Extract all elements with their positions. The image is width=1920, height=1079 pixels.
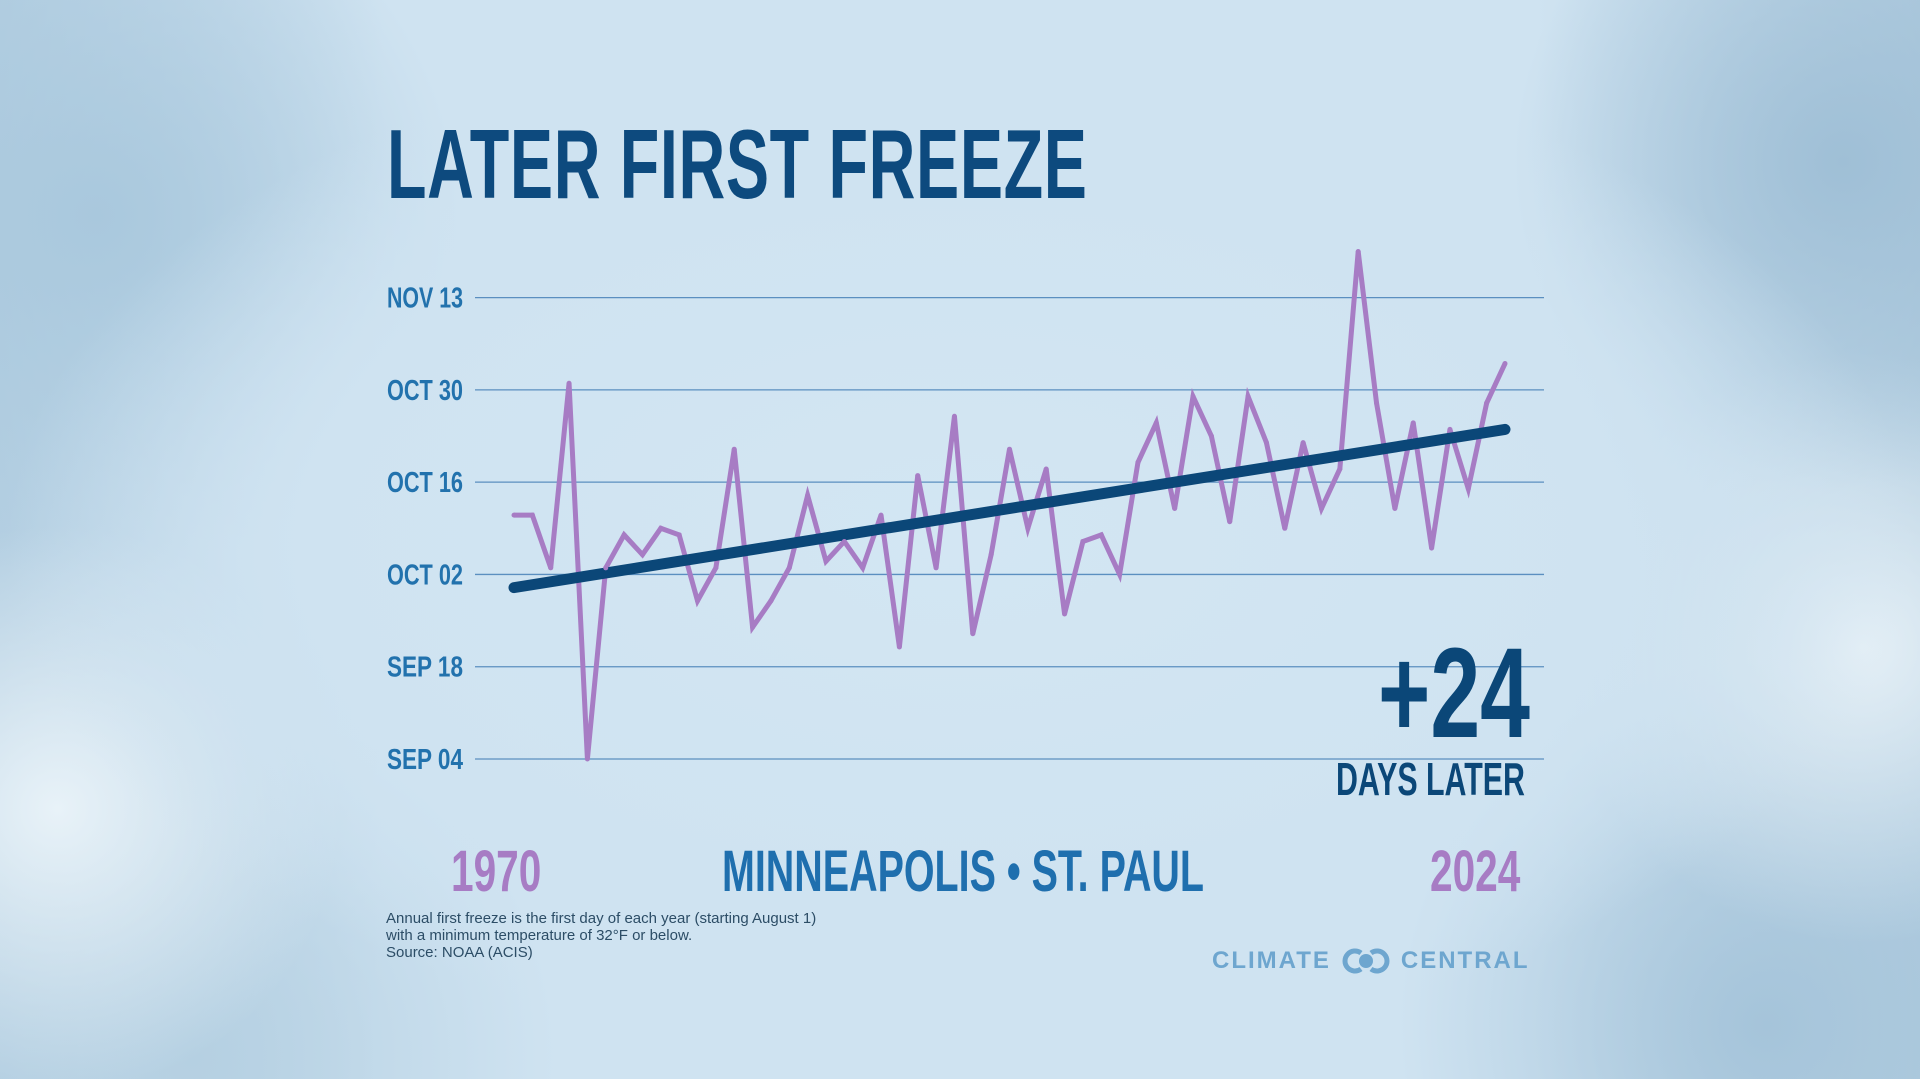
chart-title: LATER FIRST FREEZE xyxy=(387,109,1088,219)
climate-central-rings-icon xyxy=(1342,948,1390,974)
data-point-1987 xyxy=(823,558,829,564)
data-point-1995 xyxy=(970,631,976,637)
data-point-1981 xyxy=(713,565,719,571)
data-point-1992 xyxy=(915,473,921,479)
data-points xyxy=(511,248,1508,762)
data-point-2000 xyxy=(1062,611,1068,617)
y-tick-label: SEP 18 xyxy=(387,652,463,684)
data-point-1984 xyxy=(768,598,774,604)
data-point-1976 xyxy=(621,532,627,538)
data-point-1983 xyxy=(750,624,756,630)
data-point-2008 xyxy=(1208,433,1214,439)
data-point-2003 xyxy=(1117,571,1123,577)
data-point-2004 xyxy=(1135,459,1141,465)
data-point-1990 xyxy=(878,512,884,518)
start-year-label: 1970 xyxy=(451,839,542,904)
footnote-line: Annual first freeze is the first day of … xyxy=(386,910,817,927)
data-point-1994 xyxy=(951,413,957,419)
change-value: +24 xyxy=(1378,622,1530,765)
data-point-1971 xyxy=(529,512,535,518)
climate-central-logo: CLIMATE CENTRAL xyxy=(1212,947,1530,975)
y-tick-label: OCT 16 xyxy=(387,467,463,499)
y-tick-label: OCT 02 xyxy=(387,559,463,591)
trend-line xyxy=(508,423,1511,594)
data-point-2017 xyxy=(1374,400,1380,406)
data-point-1980 xyxy=(695,598,701,604)
data-point-1997 xyxy=(1007,446,1012,452)
data-point-2020 xyxy=(1429,545,1435,551)
data-point-1974 xyxy=(584,756,590,762)
data-point-1989 xyxy=(860,565,866,571)
data-point-1982 xyxy=(731,446,737,452)
y-tick-label: OCT 30 xyxy=(387,375,463,407)
data-point-2014 xyxy=(1318,506,1324,512)
data-point-1973 xyxy=(566,380,572,386)
footnote-line: with a minimum temperature of 32°F or be… xyxy=(386,927,693,944)
data-point-2015 xyxy=(1337,466,1343,472)
data-point-1970 xyxy=(511,512,517,518)
data-point-1993 xyxy=(933,565,939,571)
data-point-2023 xyxy=(1484,400,1490,406)
data-point-2009 xyxy=(1227,519,1233,525)
y-tick-label: SEP 04 xyxy=(387,744,463,776)
data-point-1999 xyxy=(1043,466,1049,472)
data-point-2007 xyxy=(1190,393,1196,399)
data-point-2002 xyxy=(1098,532,1104,538)
data-point-1985 xyxy=(786,565,792,571)
data-point-2019 xyxy=(1410,420,1416,426)
data-point-2012 xyxy=(1282,525,1288,531)
data-point-2011 xyxy=(1263,440,1269,446)
logo-text-left: CLIMATE xyxy=(1212,947,1331,974)
data-point-1996 xyxy=(988,552,994,558)
data-point-2024 xyxy=(1502,361,1508,367)
footnote: Annual first freeze is the first day of … xyxy=(386,910,816,961)
data-point-1978 xyxy=(658,525,664,531)
y-tick-label: NOV 13 xyxy=(387,283,463,315)
y-axis-labels: SEP 04 SEP 18 OCT 02 OCT 16 OCT 30 NOV 13 xyxy=(387,283,463,776)
location-label: MINNEAPOLIS • ST. PAUL xyxy=(722,839,1205,904)
data-point-2005 xyxy=(1153,420,1159,426)
data-point-2013 xyxy=(1300,440,1306,446)
logo-text-right: CENTRAL xyxy=(1400,947,1530,974)
data-point-2016 xyxy=(1355,248,1361,254)
data-point-1975 xyxy=(603,565,609,571)
data-point-1991 xyxy=(896,644,902,650)
data-point-2022 xyxy=(1465,486,1471,492)
data-point-1998 xyxy=(1025,525,1031,531)
data-point-2006 xyxy=(1172,506,1178,512)
data-point-2001 xyxy=(1080,538,1086,544)
data-point-1972 xyxy=(548,565,554,571)
data-point-1979 xyxy=(676,532,682,538)
end-year-label: 2024 xyxy=(1430,839,1521,904)
data-point-1986 xyxy=(805,492,811,498)
change-label: DAYS LATER xyxy=(1336,753,1525,805)
data-point-1988 xyxy=(841,538,847,544)
data-point-1977 xyxy=(639,552,645,558)
data-point-2010 xyxy=(1245,393,1251,399)
data-point-2021 xyxy=(1447,426,1453,432)
source-line: Source: NOAA (ACIS) xyxy=(386,944,533,961)
data-point-2018 xyxy=(1392,506,1398,512)
